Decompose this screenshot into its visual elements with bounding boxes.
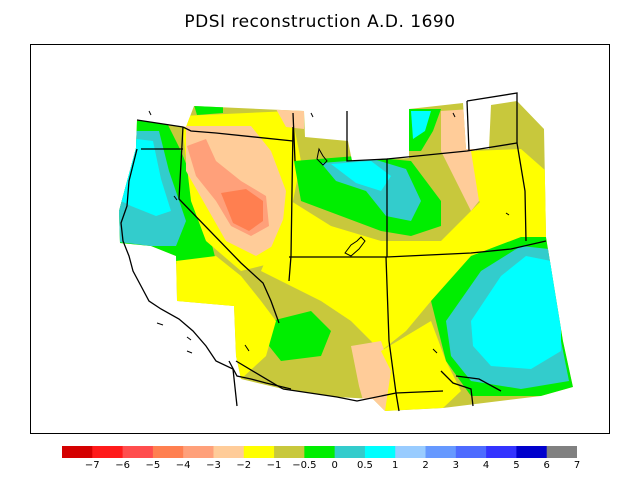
legend-tick-label: 1 xyxy=(392,460,399,471)
pdsi-region-yellow-southwest xyxy=(234,301,276,379)
great-salt-lake xyxy=(344,236,366,257)
legend-tick-labels: −7 −6 −5 −4 −3 −2 −1 −0.5 0 0.5 1 2 3 4 5 6 7 xyxy=(62,460,581,474)
legend-tick-label: 5 xyxy=(513,460,520,471)
border-id xyxy=(182,126,294,142)
lake-nm xyxy=(432,348,438,354)
border-az-south xyxy=(235,360,284,390)
legend-tick-label: 0.5 xyxy=(356,460,373,471)
legend-tick-label: −2 xyxy=(236,460,252,471)
lake-tahoe xyxy=(173,195,178,201)
border-sd xyxy=(466,92,518,143)
legend-tick-label: 3 xyxy=(452,460,459,471)
pdsi-region-yellow-east xyxy=(471,149,546,241)
lakes-islands xyxy=(148,110,510,354)
legend-swatch xyxy=(183,446,214,458)
border-co xyxy=(386,235,547,258)
color-legend xyxy=(62,446,577,458)
border-se xyxy=(455,375,502,392)
legend-tick-label: −5 xyxy=(145,460,161,471)
legend-swatch xyxy=(152,446,184,458)
coastline-baja xyxy=(228,360,292,390)
island-north-2 xyxy=(310,112,314,118)
legend-swatch xyxy=(364,446,396,458)
legend-tick-label: −6 xyxy=(115,460,130,471)
legend-tick-label: −1 xyxy=(266,460,282,471)
legend-swatch xyxy=(92,446,124,458)
legend-swatch xyxy=(486,446,517,458)
legend-swatch xyxy=(122,446,154,458)
pdsi-region-peach-north xyxy=(276,109,304,129)
legend-tick-label: 6 xyxy=(543,460,550,471)
island-ne-2 xyxy=(505,212,510,216)
legend-tick-label: 7 xyxy=(573,460,581,471)
legend-tick-label: −3 xyxy=(206,460,221,471)
pdsi-region-orange-nevada xyxy=(221,189,263,231)
channel-island-1 xyxy=(156,322,164,326)
border-ne xyxy=(466,100,470,152)
legend-tick-label: −7 xyxy=(84,460,100,471)
pdsi-region-yellow-south xyxy=(381,321,461,411)
map-frame xyxy=(30,44,610,434)
pdsi-map xyxy=(119,92,573,412)
pdsi-region-cyan-utah xyxy=(331,161,391,191)
legend-swatch xyxy=(274,446,305,458)
legend-swatch xyxy=(304,446,336,458)
channel-island-4 xyxy=(244,344,250,352)
legend-swatch xyxy=(334,446,366,458)
legend-swatch xyxy=(516,446,548,458)
legend-tick-label: 2 xyxy=(422,460,429,471)
border-or-north xyxy=(136,119,184,128)
legend-swatch xyxy=(243,446,275,458)
border-nm-tx xyxy=(440,370,474,407)
legend-swatch xyxy=(62,446,93,458)
channel-island-2 xyxy=(186,336,192,341)
legend-tick-label: −4 xyxy=(175,460,191,471)
island-north-1 xyxy=(148,110,152,116)
legend-tick-label: −0.5 xyxy=(292,460,317,471)
yellowstone-lake xyxy=(316,147,328,166)
coastline-ca xyxy=(120,148,238,407)
map-title: PDSI reconstruction A.D. 1690 xyxy=(184,12,456,32)
pdsi-region-green-north xyxy=(194,105,223,115)
pdsi-region-yellow-central xyxy=(261,201,521,351)
pdsi-region-green-southwest xyxy=(269,311,331,361)
pdsi-region-peach-south xyxy=(351,341,391,411)
legend-tick-label: 0 xyxy=(331,460,338,471)
island-ne-1 xyxy=(452,112,456,118)
legend-tick-label: 4 xyxy=(482,460,490,471)
channel-island-3 xyxy=(186,350,193,354)
legend-swatch xyxy=(425,446,457,458)
legend-swatch xyxy=(395,446,427,458)
pdsi-region-cyan-ne xyxy=(411,111,431,139)
legend-swatch xyxy=(546,446,577,458)
border-ut-wy xyxy=(346,111,388,235)
legend-swatch xyxy=(213,446,245,458)
border-ca-nv xyxy=(178,126,280,324)
border-co-nm xyxy=(385,256,400,412)
border-az-nm xyxy=(282,388,444,402)
state-borders xyxy=(120,92,547,412)
pdsi-region-yellow-west xyxy=(176,256,261,311)
pdsi-region-cyan-southeast xyxy=(471,256,561,369)
legend-swatch xyxy=(455,446,487,458)
border-nv-ut xyxy=(288,126,294,282)
border-id-east xyxy=(292,112,296,162)
